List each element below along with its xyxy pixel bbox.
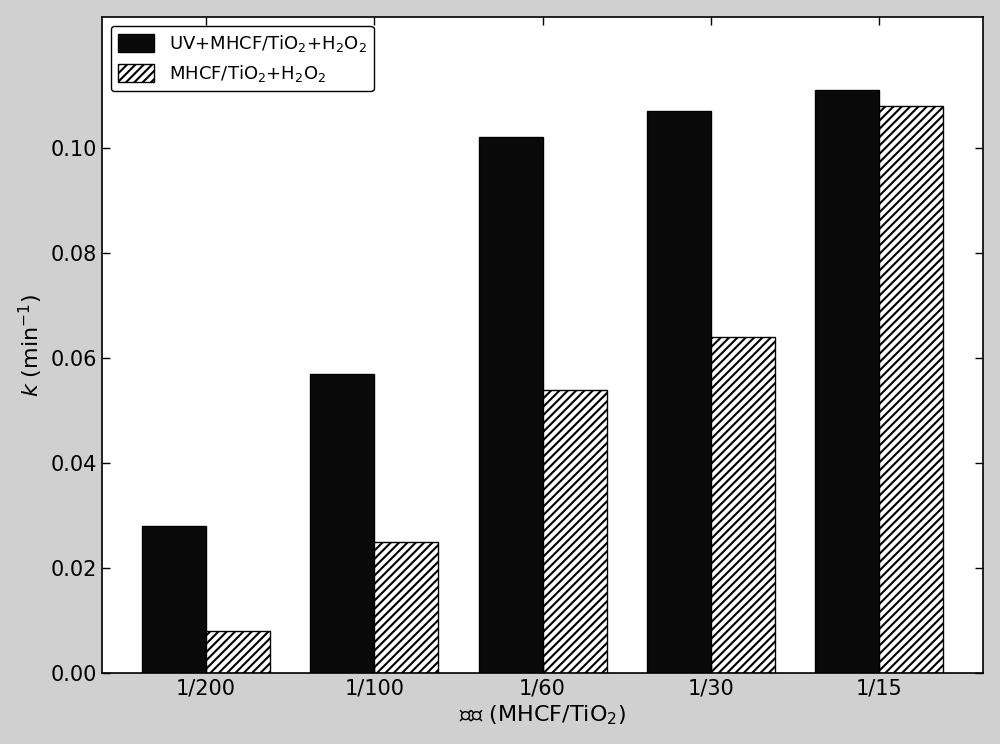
Legend: UV+MHCF/TiO$_2$+H$_2$O$_2$, MHCF/TiO$_2$+H$_2$O$_2$: UV+MHCF/TiO$_2$+H$_2$O$_2$, MHCF/TiO$_2$… [111,26,374,92]
Bar [879,106,943,673]
Bar [374,542,438,673]
Bar [310,374,374,673]
X-axis label: 样品 (MHCF/TiO$_2$): 样品 (MHCF/TiO$_2$) [459,704,626,728]
Bar [479,138,543,673]
Bar [543,390,607,673]
Y-axis label: $k$ (min$^{-1}$): $k$ (min$^{-1}$) [17,293,45,397]
Bar [647,111,711,673]
Bar [815,90,879,673]
Bar [206,632,270,673]
Bar [711,337,775,673]
Bar [142,526,206,673]
